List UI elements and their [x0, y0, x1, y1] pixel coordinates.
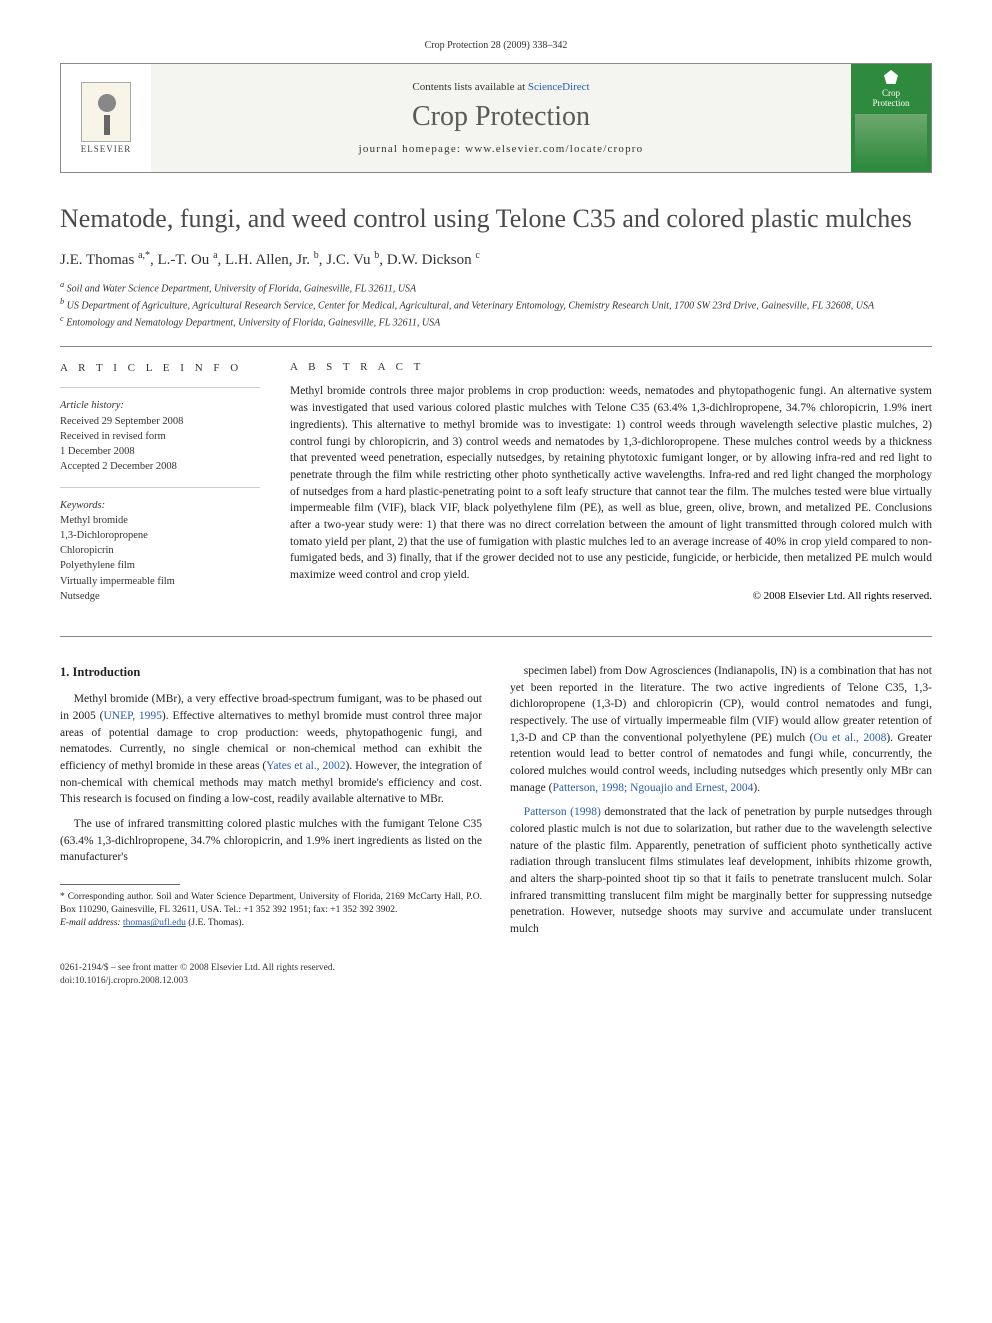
section-heading-intro: 1. Introduction	[60, 663, 482, 681]
author-list: J.E. Thomas a,*, L.-T. Ou a, L.H. Allen,…	[60, 250, 932, 269]
keyword-item: Nutsedge	[60, 589, 260, 604]
issn-copyright-line: 0261-2194/$ – see front matter © 2008 El…	[60, 962, 932, 975]
corresponding-email-link[interactable]: thomas@ufl.edu	[123, 918, 186, 928]
homepage-prefix: journal homepage:	[359, 143, 466, 155]
keyword-item: Virtually impermeable film	[60, 574, 260, 589]
history-line: Received in revised form	[60, 429, 260, 444]
journal-cover-thumb: Crop Protection	[851, 64, 931, 172]
keyword-item: Chloropicrin	[60, 543, 260, 558]
journal-homepage: journal homepage: www.elsevier.com/locat…	[359, 143, 644, 155]
article-title: Nematode, fungi, and weed control using …	[60, 203, 932, 236]
front-matter-line: 0261-2194/$ – see front matter © 2008 El…	[60, 962, 932, 988]
affiliation-line: c Entomology and Nematology Department, …	[60, 313, 932, 330]
keywords-head: Keywords:	[60, 498, 260, 513]
article-history-head: Article history:	[60, 398, 260, 413]
affiliations: a Soil and Water Science Department, Uni…	[60, 279, 932, 331]
affiliation-line: a Soil and Water Science Department, Uni…	[60, 279, 932, 296]
keyword-item: 1,3-Dichloropropene	[60, 528, 260, 543]
abstract-heading: A B S T R A C T	[290, 361, 932, 373]
keyword-item: Polyethylene film	[60, 558, 260, 573]
email-label: E-mail address:	[60, 918, 121, 928]
contents-available-line: Contents lists available at ScienceDirec…	[412, 81, 589, 93]
contents-prefix: Contents lists available at	[412, 81, 527, 93]
doi-line: doi:10.1016/j.cropro.2008.12.003	[60, 975, 932, 988]
abstract-copyright: © 2008 Elsevier Ltd. All rights reserved…	[290, 590, 932, 602]
publisher-logo-box: ELSEVIER	[61, 64, 151, 172]
history-line: Received 29 September 2008	[60, 414, 260, 429]
body-left-column: 1. Introduction Methyl bromide (MBr), a …	[60, 663, 482, 946]
email-line: E-mail address: thomas@ufl.edu (J.E. Tho…	[60, 917, 482, 930]
abstract-column: A B S T R A C T Methyl bromide controls …	[290, 361, 932, 616]
history-line: Accepted 2 December 2008	[60, 459, 260, 474]
homepage-url[interactable]: www.elsevier.com/locate/cropro	[465, 143, 643, 155]
footnotes: * Corresponding author. Soil and Water S…	[60, 891, 482, 931]
body-paragraph: Patterson (1998) demonstrated that the l…	[510, 804, 932, 937]
journal-name: Crop Protection	[412, 101, 590, 133]
article-info: A R T I C L E I N F O Article history: R…	[60, 361, 260, 616]
affiliation-line: b US Department of Agriculture, Agricult…	[60, 296, 932, 313]
cover-pentagon-icon	[884, 70, 898, 84]
info-abstract-row: A R T I C L E I N F O Article history: R…	[60, 361, 932, 616]
cover-title-line2: Protection	[873, 98, 910, 108]
sciencedirect-link[interactable]: ScienceDirect	[528, 81, 590, 93]
elsevier-tree-icon	[81, 82, 131, 142]
corresponding-author-note: * Corresponding author. Soil and Water S…	[60, 891, 482, 918]
body-right-column: specimen label) from Dow Agrosciences (I…	[510, 663, 932, 946]
history-line: 1 December 2008	[60, 444, 260, 459]
keywords-list: Methyl bromide1,3-DichloropropeneChlorop…	[60, 513, 260, 604]
body-paragraph: The use of infrared transmitting colored…	[60, 816, 482, 866]
page: Crop Protection 28 (2009) 338–342 ELSEVI…	[0, 0, 992, 1323]
body-paragraph: Methyl bromide (MBr), a very effective b…	[60, 691, 482, 808]
divider	[60, 346, 932, 347]
cover-image-area	[855, 114, 927, 166]
body-two-columns: 1. Introduction Methyl bromide (MBr), a …	[60, 663, 932, 946]
article-info-heading: A R T I C L E I N F O	[60, 361, 260, 377]
publisher-label: ELSEVIER	[81, 144, 132, 154]
body-paragraph: specimen label) from Dow Agrosciences (I…	[510, 663, 932, 796]
divider	[60, 636, 932, 637]
keywords-block: Keywords: Methyl bromide1,3-Dichloroprop…	[60, 487, 260, 605]
footnote-separator	[60, 884, 180, 885]
journal-header: ELSEVIER Contents lists available at Sci…	[60, 63, 932, 173]
abstract-text: Methyl bromide controls three major prob…	[290, 383, 932, 583]
keyword-item: Methyl bromide	[60, 513, 260, 528]
email-name: (J.E. Thomas).	[188, 918, 244, 928]
running-header: Crop Protection 28 (2009) 338–342	[60, 40, 932, 51]
article-history-lines: Received 29 September 2008Received in re…	[60, 414, 260, 475]
cover-title-line1: Crop	[882, 88, 900, 98]
article-history-block: Article history: Received 29 September 2…	[60, 387, 260, 474]
journal-center: Contents lists available at ScienceDirec…	[151, 64, 851, 172]
